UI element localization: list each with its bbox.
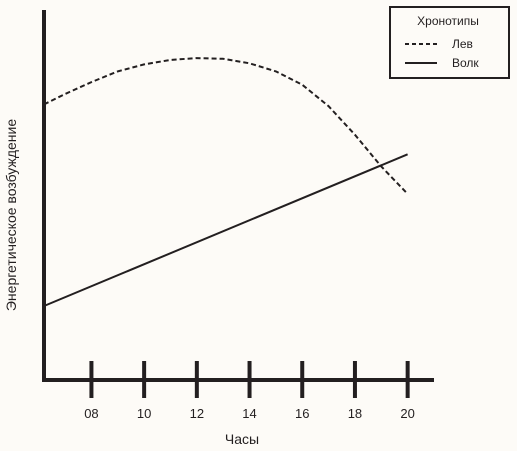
x-tick-label: 10 bbox=[137, 406, 151, 421]
x-tick-label: 08 bbox=[84, 406, 98, 421]
x-tick-labels: 08 10 12 14 16 18 20 bbox=[84, 406, 415, 421]
x-tick-label: 14 bbox=[242, 406, 256, 421]
legend-label-volk: Волк bbox=[452, 56, 479, 70]
legend-box bbox=[389, 6, 510, 79]
legend-label-lev: Лев bbox=[452, 37, 473, 51]
x-axis-title: Часы bbox=[225, 431, 259, 447]
plot-lines bbox=[43, 57, 409, 307]
legend: Хронотипы Лев Волк bbox=[389, 6, 510, 79]
series-line-volk bbox=[43, 153, 408, 307]
x-ticks bbox=[89, 361, 410, 398]
series-line-lev bbox=[43, 57, 409, 195]
y-axis-title: Энергетическое возбуждение bbox=[3, 119, 19, 311]
axes bbox=[42, 10, 434, 382]
x-tick-label: 12 bbox=[190, 406, 204, 421]
x-tick-label: 18 bbox=[348, 406, 362, 421]
legend-title: Хронотипы bbox=[417, 14, 479, 28]
x-tick-label: 16 bbox=[295, 406, 309, 421]
x-tick-label: 20 bbox=[400, 406, 414, 421]
